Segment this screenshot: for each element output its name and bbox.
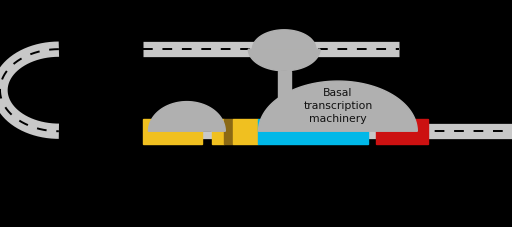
Bar [258,119,368,144]
Bar [233,119,258,144]
Polygon shape [148,102,225,132]
Bar [224,119,233,144]
Bar [143,119,202,144]
Polygon shape [252,31,316,50]
Bar [376,119,428,144]
Polygon shape [248,50,320,72]
Text: Basal
transcription
machinery: Basal transcription machinery [303,88,373,123]
Bar [259,39,310,61]
Polygon shape [259,82,417,132]
Bar [212,119,224,144]
Bar [278,72,291,132]
